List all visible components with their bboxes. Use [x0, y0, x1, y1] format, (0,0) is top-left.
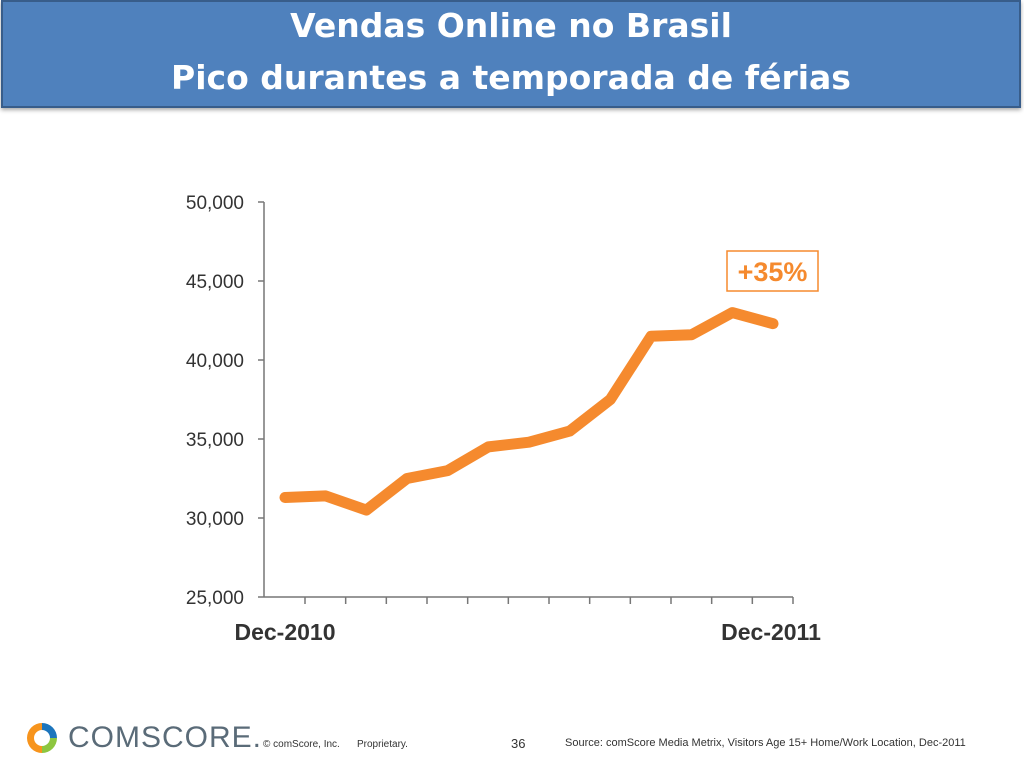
- annotation-text: +35%: [738, 257, 808, 287]
- slide-title: Vendas Online no Brasil: [290, 6, 732, 45]
- series-line: [279, 307, 779, 516]
- y-tick-label: 35,000: [186, 430, 244, 451]
- data-point: [567, 429, 572, 434]
- y-tick-label: 45,000: [186, 272, 244, 293]
- comscore-logo-text: COMSCORE.: [68, 721, 263, 754]
- source-note: Source: comScore Media Metrix, Visitors …: [565, 737, 966, 749]
- line-chart: 25,000 30,000 35,000 40,000 45,000 50,000 Dec-…: [186, 193, 821, 645]
- y-tick-label: 30,000: [186, 509, 244, 530]
- data-point: [689, 332, 694, 337]
- footer: COMSCORE. © comScore, Inc. Proprietary. …: [0, 712, 1024, 768]
- data-point: [608, 397, 613, 402]
- data-point: [364, 508, 369, 513]
- annotation-box: [726, 250, 819, 292]
- slide-subtitle: Pico durantes a temporada de férias: [171, 58, 851, 97]
- data-point: [323, 493, 328, 498]
- x-start-label: Dec-2010: [234, 619, 335, 645]
- x-end-label: Dec-2011: [721, 619, 821, 645]
- data-point: [405, 476, 409, 481]
- data-point: [445, 468, 450, 473]
- y-tick-label: 25,000: [186, 588, 244, 609]
- data-point: [283, 495, 287, 500]
- data-point: [771, 321, 775, 326]
- title-banner: Vendas Online no Brasil Pico durantes a …: [1, 0, 1021, 108]
- data-point: [527, 440, 531, 445]
- data-point: [730, 310, 735, 315]
- comscore-logo-icon: [27, 723, 57, 753]
- copyright-text: © comScore, Inc.: [263, 739, 340, 750]
- data-point: [486, 444, 491, 449]
- page-number: 36: [511, 736, 526, 751]
- y-tick-label: 50,000: [186, 193, 244, 214]
- data-point: [649, 334, 653, 339]
- proprietary-text: Proprietary.: [357, 739, 408, 750]
- comscore-logo: COMSCORE.: [24, 720, 262, 756]
- y-tick-label: 40,000: [186, 351, 244, 372]
